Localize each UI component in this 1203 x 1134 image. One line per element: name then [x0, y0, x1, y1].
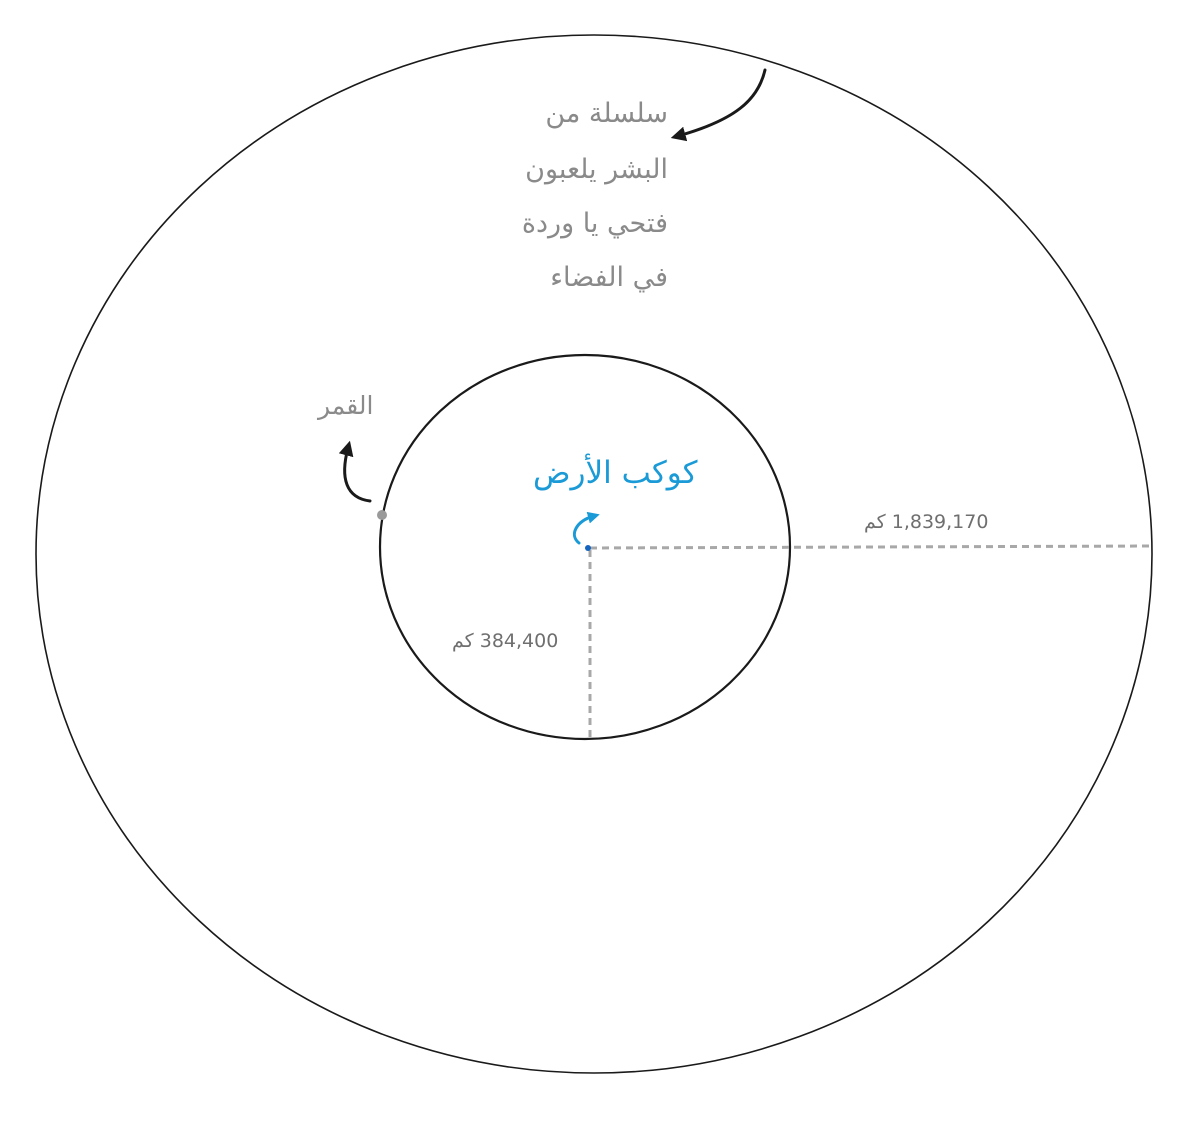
curved-arrow-icon — [670, 68, 767, 142]
curved-arrow-up-icon — [338, 440, 372, 503]
earth-label: كوكب الأرض — [533, 455, 698, 491]
note-line: سلسلة من — [545, 98, 668, 129]
note-line: فتحي يا وردة — [521, 208, 668, 239]
moon-label: القمر — [318, 391, 374, 420]
note-line: البشر يلعبون — [525, 154, 668, 185]
earth-dot — [585, 545, 591, 551]
moon-orbit — [378, 353, 792, 741]
moon-dot — [377, 510, 387, 520]
note-line: في الفضاء — [550, 262, 668, 293]
inner-distance-label: 384,400 كم — [452, 630, 559, 652]
outer-distance-label: 1,839,170 كم — [864, 511, 989, 533]
outer-radius-line — [589, 544, 1155, 550]
curved-arrow-up-icon — [573, 511, 600, 545]
outer-orbit — [35, 34, 1153, 1074]
